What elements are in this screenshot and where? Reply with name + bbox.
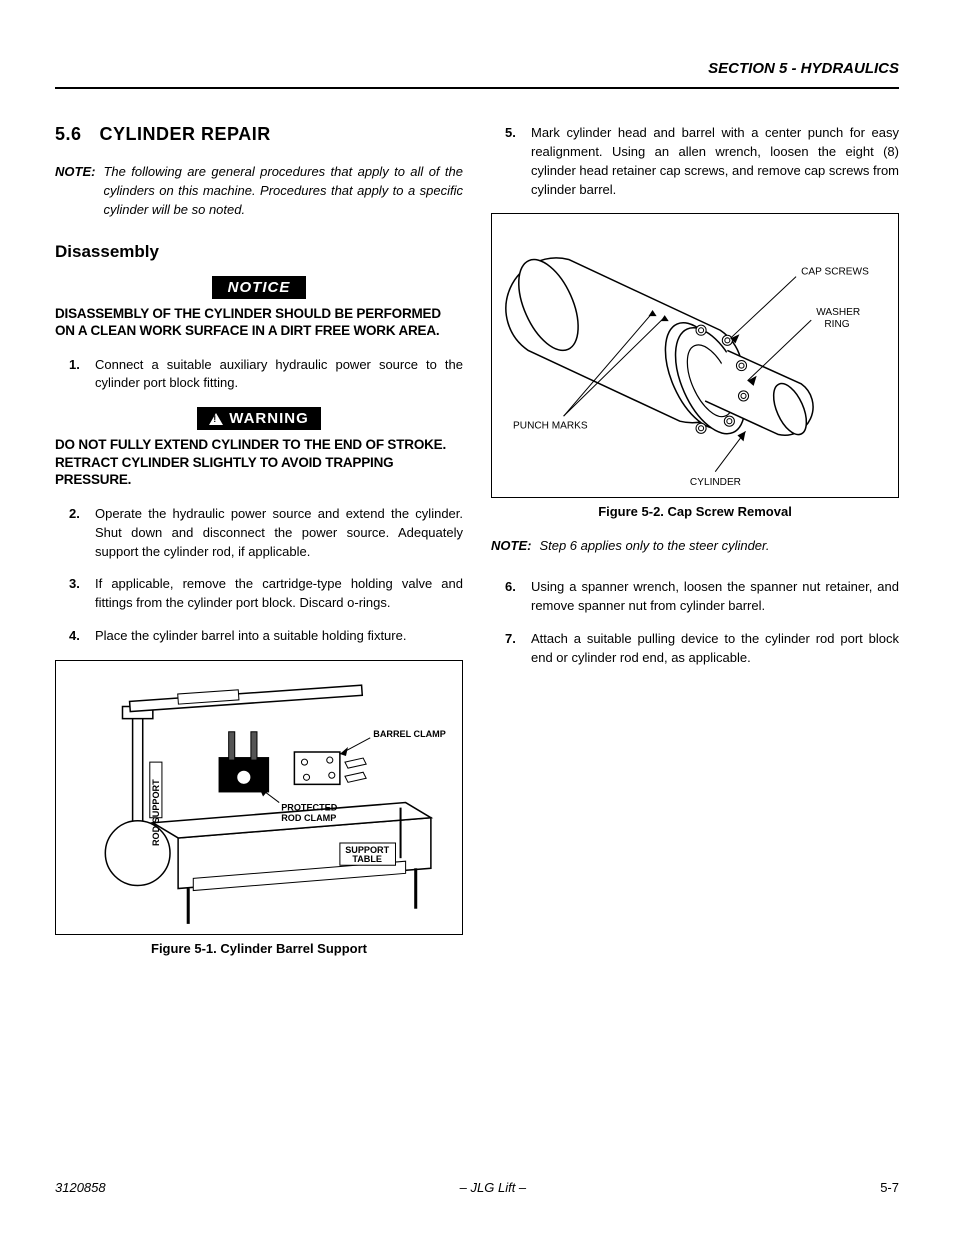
note-1: NOTE: The following are general procedur… [55, 163, 463, 220]
main-heading: 5.6 CYLINDER REPAIR [55, 124, 463, 145]
left-column: 5.6 CYLINDER REPAIR NOTE: The following … [55, 124, 463, 974]
right-column: Mark cylinder head and barrel with a cen… [491, 124, 899, 974]
notice-text: DISASSEMBLY OF THE CYLINDER SHOULD BE PE… [55, 305, 463, 340]
footer-right: 5-7 [880, 1180, 899, 1195]
label-washer-ring-2: RING [824, 320, 849, 331]
figure-5-2-svg: CAP SCREWS WASHER RING PUNCH MARKS CYLIN… [492, 214, 898, 497]
content-columns: 5.6 CYLINDER REPAIR NOTE: The following … [55, 124, 899, 974]
figure-5-2-caption: Figure 5-2. Cap Screw Removal [491, 504, 899, 519]
note-label-2: NOTE: [491, 537, 531, 556]
note-body-2: Step 6 applies only to the steer cylinde… [539, 537, 769, 556]
note-label: NOTE: [55, 163, 95, 220]
label-cap-screws: CAP SCREWS [801, 267, 869, 278]
warning-label: WARNING [229, 410, 309, 427]
step-6: Using a spanner wrench, loosen the spann… [491, 578, 899, 616]
label-rod-support: ROD SUPPORT [151, 779, 161, 846]
steps-1: Connect a suitable auxiliary hydraulic p… [55, 356, 463, 394]
section-header: SECTION 5 - HYDRAULICS [55, 60, 899, 89]
label-barrel-clamp: BARREL CLAMP [373, 729, 446, 739]
warning-text: DO NOT FULLY EXTEND CYLINDER TO THE END … [55, 436, 463, 489]
subheading-disassembly: Disassembly [55, 242, 463, 262]
label-cylinder: CYLINDER [690, 477, 741, 488]
warning-triangle-icon [209, 413, 223, 425]
figure-5-1: ROD SUPPORT [55, 660, 463, 935]
figure-5-1-caption: Figure 5-1. Cylinder Barrel Support [55, 941, 463, 956]
label-protected-rod-clamp-1: PROTECTED [281, 803, 338, 813]
notice-badge-wrap: NOTICE [55, 276, 463, 299]
note-body: The following are general procedures tha… [103, 163, 463, 220]
step-2: Operate the hydraulic power source and e… [55, 505, 463, 562]
steps-2-4: Operate the hydraulic power source and e… [55, 505, 463, 646]
steps-6-7: Using a spanner wrench, loosen the spann… [491, 578, 899, 667]
heading-number: 5.6 [55, 124, 82, 145]
label-washer-ring-1: WASHER [816, 307, 860, 318]
note-2: NOTE: Step 6 applies only to the steer c… [491, 537, 899, 556]
step-7: Attach a suitable pulling device to the … [491, 630, 899, 668]
warning-badge-wrap: WARNING [55, 407, 463, 430]
warning-badge: WARNING [197, 407, 321, 430]
steps-5: Mark cylinder head and barrel with a cen… [491, 124, 899, 199]
step-4: Place the cylinder barrel into a suitabl… [55, 627, 463, 646]
step-5: Mark cylinder head and barrel with a cen… [491, 124, 899, 199]
heading-title: CYLINDER REPAIR [100, 124, 271, 145]
step-1: Connect a suitable auxiliary hydraulic p… [55, 356, 463, 394]
figure-5-2: CAP SCREWS WASHER RING PUNCH MARKS CYLIN… [491, 213, 899, 498]
label-punch-marks: PUNCH MARKS [513, 421, 588, 432]
figure-5-1-svg: ROD SUPPORT [56, 661, 462, 934]
label-support-table-2: TABLE [352, 854, 382, 864]
page-footer: 3120858 – JLG Lift – 5-7 [55, 1180, 899, 1195]
footer-center: – JLG Lift – [460, 1180, 526, 1195]
label-protected-rod-clamp-2: ROD CLAMP [281, 813, 336, 823]
footer-left: 3120858 [55, 1180, 106, 1195]
notice-badge: NOTICE [212, 276, 307, 299]
step-3: If applicable, remove the cartridge-type… [55, 575, 463, 613]
